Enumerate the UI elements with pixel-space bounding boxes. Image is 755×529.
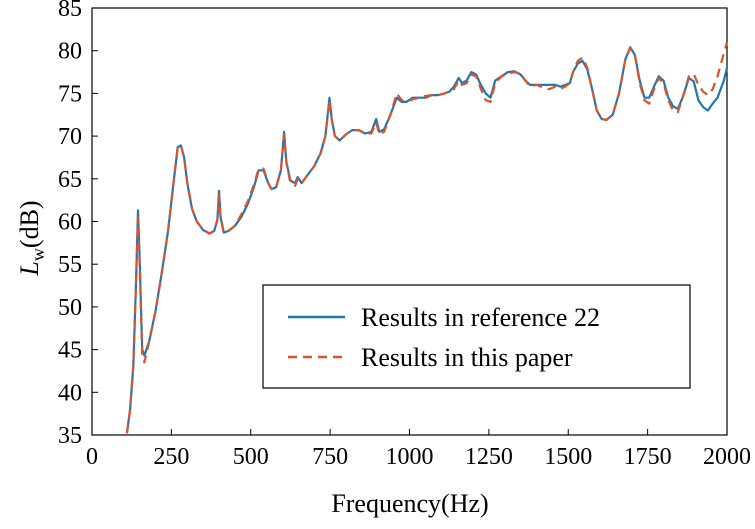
legend: Results in reference 22 Results in this p… bbox=[262, 284, 691, 389]
x-tick-label: 500 bbox=[233, 444, 269, 470]
y-tick-label: 60 bbox=[58, 210, 82, 236]
y-tick-label: 35 bbox=[58, 423, 82, 449]
y-axis-label-unit: (dB) bbox=[15, 200, 44, 248]
axes: 0 250 500 750 1000 1250 1500 1750 2000 35 40 45 50 55… bbox=[58, 0, 751, 470]
series-group bbox=[125, 41, 729, 434]
y-axis-label-subscript: w bbox=[28, 248, 48, 261]
y-tick-label: 55 bbox=[58, 252, 82, 278]
x-tick-label: 1750 bbox=[624, 444, 672, 470]
series-line-2 bbox=[125, 41, 729, 434]
legend-label: Results in reference 22 bbox=[361, 303, 600, 332]
legend-label: Results in this paper bbox=[361, 343, 573, 372]
y-tick-label: 40 bbox=[58, 380, 82, 406]
x-tick-label: 250 bbox=[153, 444, 189, 470]
y-tick-label: 80 bbox=[58, 39, 82, 65]
y-axis-label: Lw(dB) bbox=[15, 200, 48, 276]
x-tick-label: 1250 bbox=[465, 444, 513, 470]
y-tick-label: 75 bbox=[58, 81, 82, 107]
y-tick-label: 70 bbox=[58, 124, 82, 150]
x-tick-label: 1000 bbox=[386, 444, 434, 470]
x-tick-label: 1500 bbox=[544, 444, 592, 470]
x-tick-label: 0 bbox=[86, 444, 98, 470]
y-tick-label: 45 bbox=[58, 338, 82, 364]
x-axis-label: Frequency(Hz) bbox=[331, 489, 488, 518]
x-tick-label: 750 bbox=[312, 444, 348, 470]
legend-box bbox=[262, 284, 691, 389]
y-axis-label-main: L bbox=[15, 261, 44, 276]
y-tick-label: 85 bbox=[58, 0, 82, 22]
y-tick-label: 65 bbox=[58, 167, 82, 193]
y-tick-label: 50 bbox=[58, 295, 82, 321]
x-tick-label: 2000 bbox=[703, 444, 751, 470]
